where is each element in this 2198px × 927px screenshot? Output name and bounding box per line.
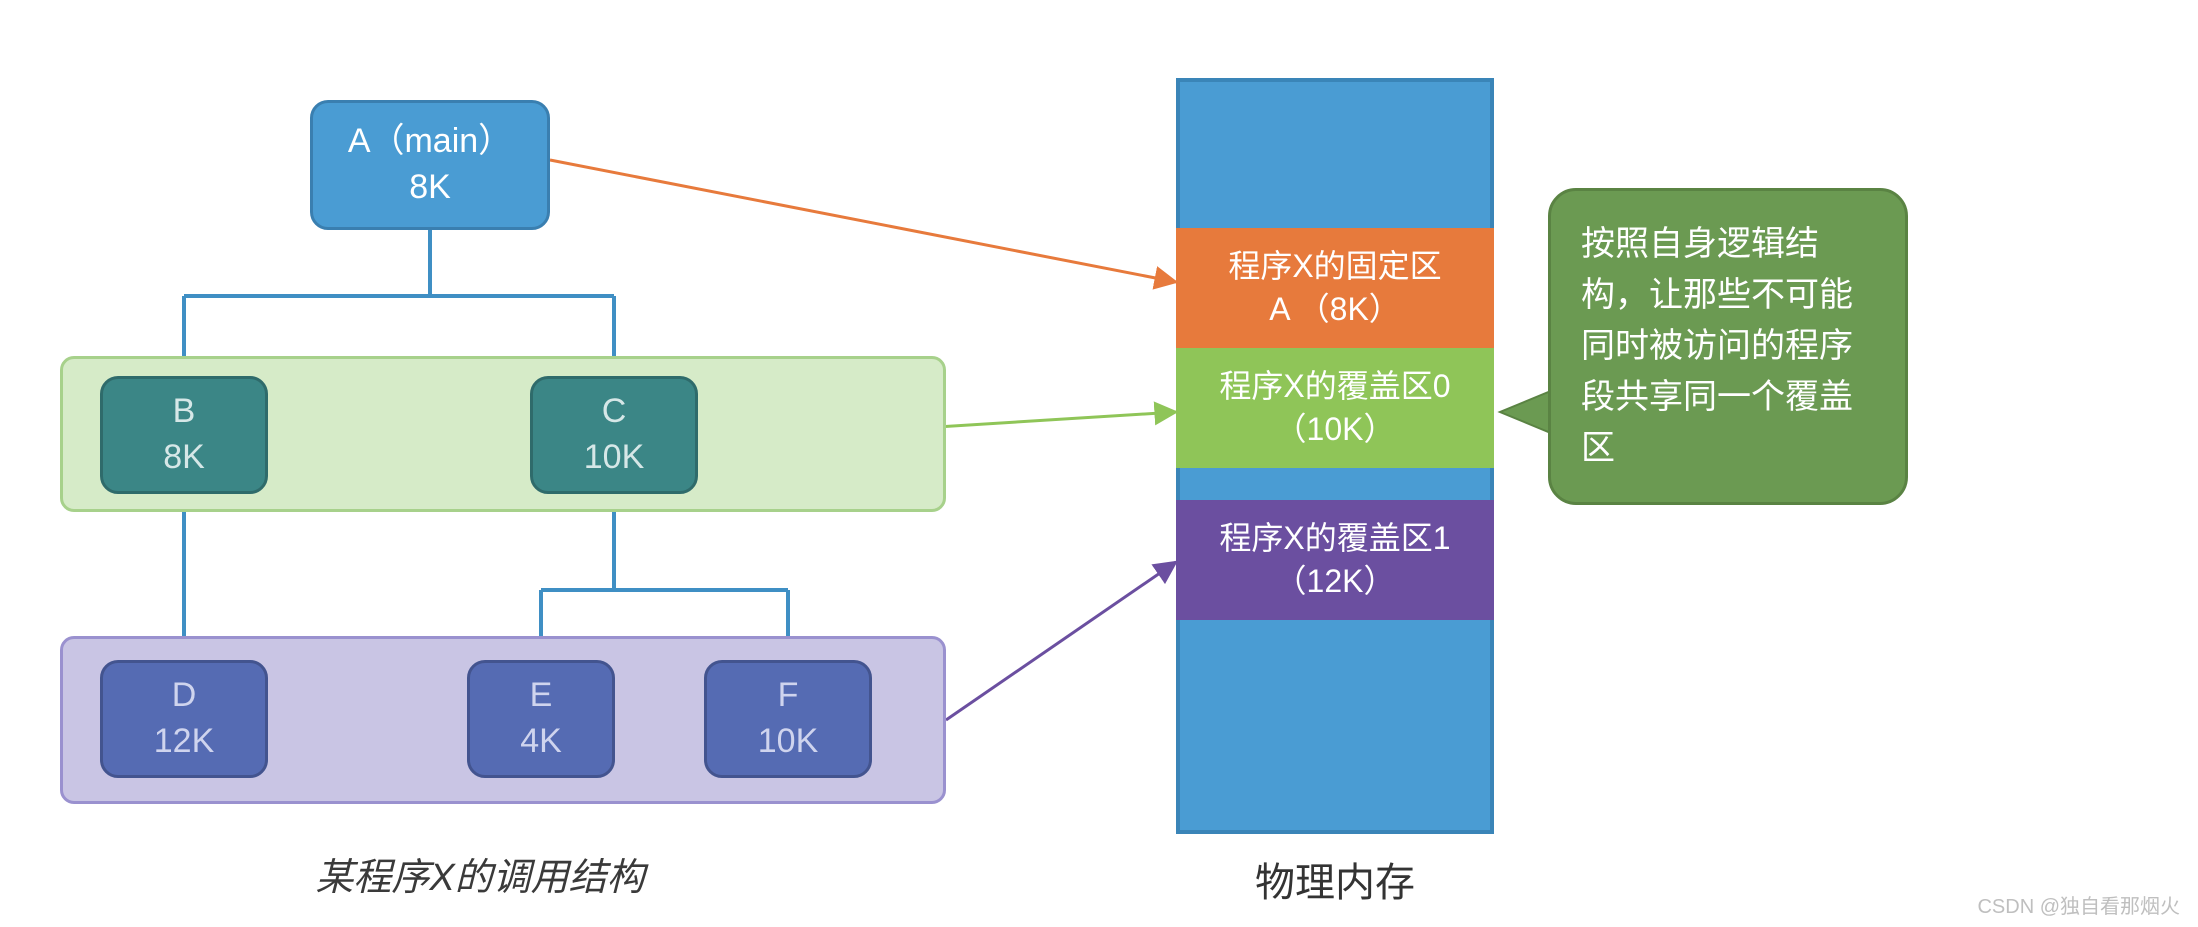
- node-a: A（main） 8K: [310, 100, 550, 230]
- memory-overlay1-line2: （12K）: [1275, 560, 1396, 603]
- memory-fixed-line2: A （8K）: [1269, 288, 1401, 331]
- node-e-line2: 4K: [520, 719, 562, 765]
- node-b: B 8K: [100, 376, 268, 494]
- memory-fixed-line1: 程序X的固定区: [1228, 245, 1441, 288]
- memory-overlay0-line2: （10K）: [1275, 408, 1396, 451]
- memory-overlay1-line1: 程序X的覆盖区1: [1219, 517, 1450, 560]
- tree-caption: 某程序X的调用结构: [220, 846, 740, 901]
- node-c-line2: 10K: [584, 435, 645, 481]
- node-c-line1: C: [602, 389, 627, 435]
- memory-overlay1-region: 程序X的覆盖区1 （12K）: [1176, 500, 1494, 620]
- node-d-line2: 12K: [154, 719, 215, 765]
- memory-fixed-region: 程序X的固定区 A （8K）: [1176, 228, 1494, 348]
- node-b-line2: 8K: [163, 435, 205, 481]
- node-f-line2: 10K: [758, 719, 819, 765]
- node-a-line1: A（main）: [348, 119, 512, 165]
- tree-caption-text: 某程序X的调用结构: [315, 846, 644, 901]
- callout-text: 按照自身逻辑结构，让那些不可能同时被访问的程序段共享同一个覆盖区: [1581, 225, 1853, 467]
- node-e: E 4K: [467, 660, 615, 778]
- watermark-text: CSDN @独自看那烟火: [1977, 890, 2180, 919]
- node-b-line1: B: [173, 389, 196, 435]
- memory-overlay0-line1: 程序X的覆盖区0: [1219, 365, 1450, 408]
- memory-overlay0-region: 程序X的覆盖区0 （10K）: [1176, 348, 1494, 468]
- node-d-line1: D: [172, 673, 197, 719]
- node-f-line1: F: [778, 673, 799, 719]
- node-f: F 10K: [704, 660, 872, 778]
- node-c: C 10K: [530, 376, 698, 494]
- node-d: D 12K: [100, 660, 268, 778]
- memory-caption: 物理内存: [1176, 850, 1494, 908]
- explanation-callout: 按照自身逻辑结构，让那些不可能同时被访问的程序段共享同一个覆盖区: [1548, 188, 1908, 505]
- node-e-line1: E: [530, 673, 553, 719]
- memory-caption-text: 物理内存: [1255, 850, 1415, 908]
- node-a-line2: 8K: [409, 165, 451, 211]
